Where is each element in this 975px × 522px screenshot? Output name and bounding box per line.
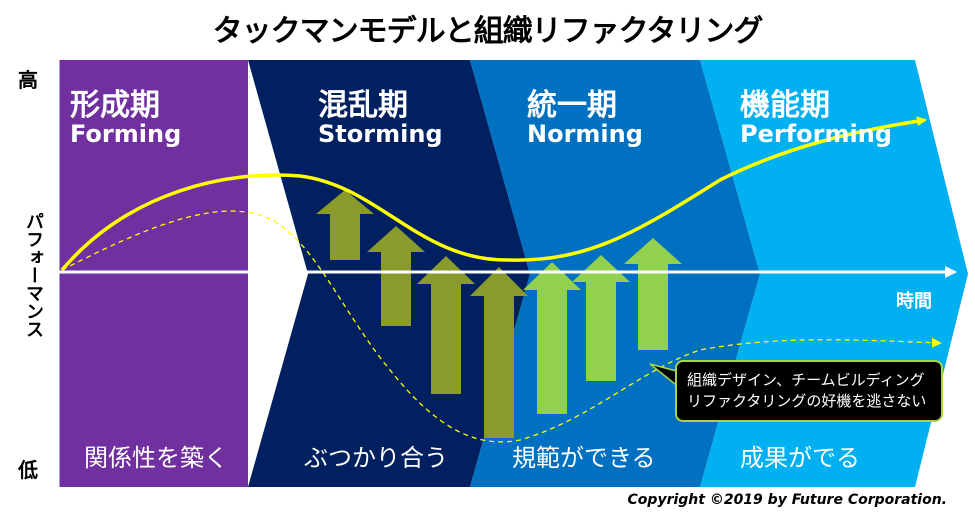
- refactoring-note: 組織デザイン、チームビルディング リファクタリングの好機を逃さない: [675, 360, 943, 422]
- stage-performing-en: Performing: [740, 120, 892, 148]
- stage-forming-caption: 関係性を築く: [84, 444, 228, 472]
- stage-norming-jp: 統一期: [527, 88, 617, 123]
- norming-arrow-2: [572, 255, 630, 381]
- stage-performing-jp: 機能期: [740, 88, 830, 123]
- norming-arrow-1: [523, 262, 581, 414]
- performance-curve: [60, 116, 927, 272]
- storming-arrows: [316, 190, 528, 438]
- note-line-1: 組織デザイン、チームビルディング: [687, 371, 925, 389]
- dashed-performance-curve: [61, 210, 942, 443]
- storming-arrow-3: [417, 256, 475, 394]
- stage-norming-caption: 規範ができる: [512, 444, 656, 472]
- stage-storming-en: Storming: [318, 120, 443, 148]
- storming-arrow-1: [316, 190, 374, 260]
- y-axis-high-label: 高: [18, 68, 38, 92]
- norming-arrows: [523, 238, 682, 414]
- y-axis-label: パフォーマンス: [23, 212, 44, 338]
- copyright-text: Copyright ©2019 by Future Corporation.: [627, 492, 947, 508]
- stage-performing-caption: 成果がでる: [740, 444, 860, 472]
- note-line-2: リファクタリングの好機を逃さない: [687, 392, 927, 410]
- stage-forming-en: Forming: [70, 120, 182, 148]
- storming-arrow-4: [470, 267, 528, 438]
- norming-arrow-3: [624, 238, 682, 350]
- y-axis-low-label: 低: [18, 458, 38, 482]
- x-axis-label: 時間: [896, 291, 932, 312]
- stage-forming-jp: 形成期: [70, 88, 160, 123]
- stage-storming-jp: 混乱期: [318, 88, 408, 123]
- storming-arrow-2: [367, 226, 425, 326]
- diagram-title: タックマンモデルと組織リファクタリング: [212, 14, 764, 49]
- stage-storming-caption: ぶつかり合う: [304, 444, 448, 472]
- stage-norming-en: Norming: [527, 120, 643, 148]
